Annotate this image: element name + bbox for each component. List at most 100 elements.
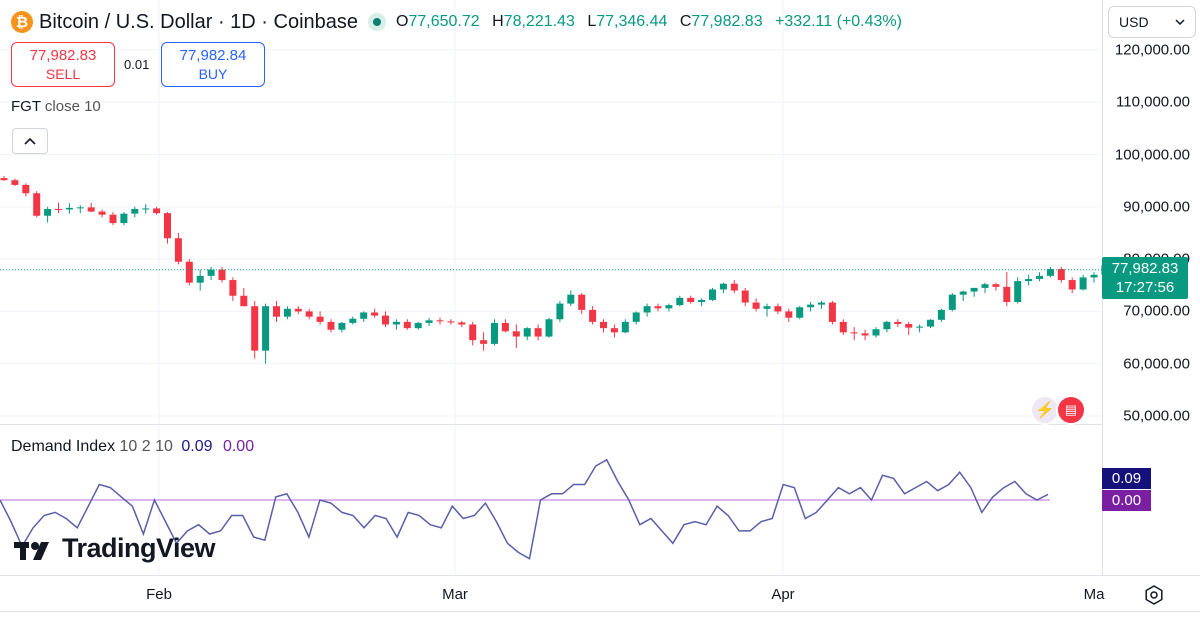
candle-body: [55, 208, 62, 210]
candle-body: [109, 214, 117, 224]
candle-body: [730, 283, 738, 291]
candle: [153, 206, 161, 215]
demand-index-line: [0, 458, 1049, 560]
events-strip[interactable]: ⚡ ▤: [1030, 395, 1086, 425]
candle: [1079, 274, 1087, 291]
demand-index-tag-2: 0.00: [1102, 490, 1151, 511]
candle: [207, 266, 215, 281]
candle-body: [1014, 281, 1022, 303]
candle-body: [894, 321, 902, 324]
candle: [1068, 277, 1076, 294]
chevron-down-icon: [1175, 19, 1185, 25]
candle: [1014, 277, 1022, 304]
candle: [196, 269, 204, 291]
candle-body: [327, 321, 335, 330]
candle: [109, 212, 117, 226]
sell-price: 77,982.83: [29, 47, 97, 64]
candle-body: [741, 290, 749, 303]
candle-body: [131, 208, 139, 214]
candle: [185, 259, 193, 286]
candle-body: [0, 178, 8, 181]
candle: [839, 319, 847, 335]
candle-body: [33, 193, 41, 216]
lightning-icon[interactable]: ⚡: [1030, 395, 1060, 425]
candle-body: [774, 306, 782, 312]
candle-body: [578, 294, 586, 310]
candle: [665, 303, 673, 312]
candle: [142, 204, 150, 214]
candle-body: [251, 306, 259, 351]
candle-body: [371, 312, 379, 316]
candle-body: [316, 316, 324, 322]
candle-body: [937, 309, 945, 320]
candle-body: [861, 333, 869, 336]
candle: [763, 303, 771, 317]
candle: [174, 233, 182, 265]
candle: [589, 306, 597, 325]
x-tick-may: Ma: [1083, 586, 1105, 603]
candle-body: [480, 340, 488, 344]
candle: [512, 324, 520, 349]
candle-body: [185, 261, 193, 283]
candle: [44, 206, 52, 223]
tradingview-logo[interactable]: TradingView: [14, 533, 216, 564]
candle: [414, 321, 422, 330]
candle-body: [349, 318, 357, 323]
candle: [872, 327, 880, 338]
candle: [916, 324, 924, 333]
candle-body: [1025, 279, 1033, 282]
buy-label: BUY: [198, 66, 228, 82]
candle-body: [338, 322, 346, 330]
collapse-indicators-button[interactable]: [12, 128, 48, 154]
candle: [316, 311, 324, 325]
us-flag-icon[interactable]: ▤: [1056, 395, 1086, 425]
candle: [654, 303, 662, 312]
currency-select[interactable]: USD: [1108, 6, 1196, 38]
candle: [447, 319, 455, 325]
y-tick-label: 90,000.00: [1123, 198, 1190, 216]
candle: [1036, 272, 1043, 282]
candle: [1090, 272, 1098, 283]
ohlc-values: O77,650.72 H78,221.43 L77,346.44 C77,982…: [396, 13, 910, 31]
candle-body: [719, 283, 727, 290]
candle: [251, 300, 259, 359]
candle: [283, 306, 291, 320]
close-key: C: [679, 13, 692, 30]
x-tick-mar: Mar: [442, 586, 468, 603]
candle: [480, 332, 488, 351]
candle-body: [687, 297, 695, 303]
candle-body: [676, 297, 684, 306]
candle: [33, 191, 41, 218]
candle-body: [534, 328, 542, 337]
candle-body: [828, 302, 836, 322]
symbol-title[interactable]: Bitcoin / U.S. Dollar · 1D · Coinbase: [39, 10, 359, 33]
candle: [730, 280, 738, 294]
candle-body: [665, 305, 673, 309]
demand-index-value2: 0.00: [222, 438, 255, 455]
candle-body: [174, 238, 182, 262]
candle: [796, 306, 804, 320]
candle-body: [501, 322, 509, 332]
candle: [556, 300, 564, 322]
candle-body: [11, 180, 19, 185]
candle-body: [1057, 269, 1065, 281]
candle-body: [392, 321, 400, 325]
market-open-icon: [368, 13, 387, 31]
candle: [458, 320, 466, 328]
candle-body: [273, 306, 280, 317]
candle: [469, 321, 477, 346]
close-value: 77,982.83: [691, 13, 763, 30]
settings-icon[interactable]: [1143, 584, 1165, 606]
y-tick-label: 50,000.00: [1123, 407, 1190, 425]
fgt-indicator-label[interactable]: FGT close 10: [11, 98, 101, 115]
candle-body: [643, 306, 651, 313]
candle: [567, 290, 575, 307]
candle: [752, 298, 760, 312]
candle: [392, 319, 400, 330]
sell-button[interactable]: 77,982.83 SELL: [11, 42, 115, 87]
demand-index-label[interactable]: Demand Index 10 2 10 0.09 0.00: [11, 438, 254, 456]
candle: [948, 293, 956, 312]
buy-button[interactable]: 77,982.84 BUY: [161, 42, 265, 87]
candle-body: [305, 311, 313, 317]
